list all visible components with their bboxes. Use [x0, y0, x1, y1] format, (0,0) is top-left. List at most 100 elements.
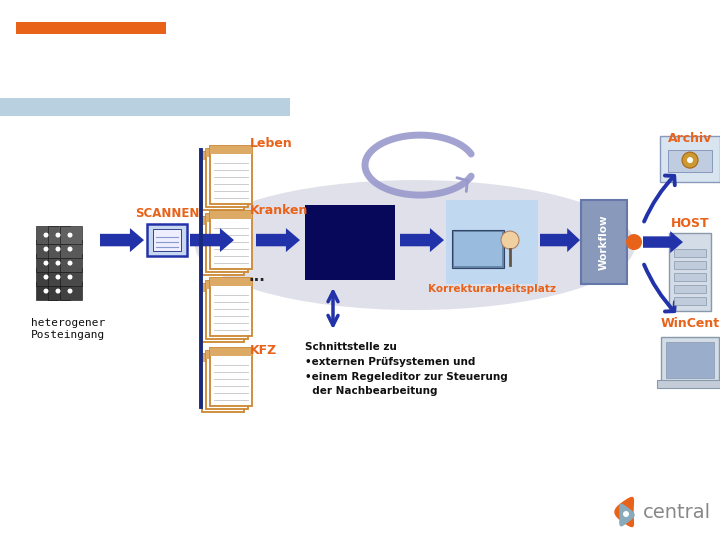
- Circle shape: [55, 288, 60, 294]
- Bar: [206, 214, 248, 222]
- Text: ...: ...: [248, 269, 265, 284]
- Circle shape: [68, 274, 73, 280]
- Bar: [206, 281, 248, 289]
- Circle shape: [43, 261, 48, 266]
- Bar: [210, 146, 252, 154]
- Circle shape: [68, 247, 73, 252]
- FancyBboxPatch shape: [36, 282, 58, 300]
- Bar: [206, 149, 248, 207]
- Circle shape: [43, 274, 48, 280]
- Circle shape: [682, 152, 698, 168]
- Bar: [202, 354, 244, 412]
- Text: WinCent: WinCent: [660, 317, 719, 330]
- FancyBboxPatch shape: [147, 224, 187, 256]
- Polygon shape: [643, 231, 683, 253]
- Circle shape: [43, 288, 48, 294]
- Text: heterogener
Posteingang: heterogener Posteingang: [31, 318, 105, 340]
- Bar: [210, 146, 252, 204]
- Text: SCANNEN: SCANNEN: [135, 207, 199, 220]
- Bar: [206, 351, 248, 359]
- Text: Kranken: Kranken: [250, 204, 308, 217]
- Bar: [206, 281, 248, 339]
- Text: Archiv: Archiv: [668, 132, 712, 145]
- Circle shape: [68, 288, 73, 294]
- Bar: [202, 217, 244, 225]
- FancyBboxPatch shape: [657, 380, 720, 388]
- FancyBboxPatch shape: [48, 282, 70, 300]
- Bar: [210, 278, 252, 336]
- FancyBboxPatch shape: [36, 240, 58, 258]
- Text: Erster Baustein für die Automatisierung:: Erster Baustein für die Automatisierung:: [18, 54, 400, 72]
- FancyBboxPatch shape: [48, 226, 70, 244]
- Bar: [674, 285, 706, 293]
- Polygon shape: [615, 497, 634, 526]
- FancyBboxPatch shape: [446, 200, 538, 284]
- Bar: [0, 0, 720, 16]
- FancyBboxPatch shape: [48, 240, 70, 258]
- Bar: [206, 214, 248, 272]
- FancyBboxPatch shape: [581, 200, 627, 284]
- Ellipse shape: [195, 180, 635, 310]
- Bar: [210, 211, 252, 219]
- FancyBboxPatch shape: [48, 254, 70, 272]
- Bar: [305, 205, 395, 280]
- Circle shape: [43, 247, 48, 252]
- Bar: [666, 342, 714, 378]
- Polygon shape: [540, 228, 580, 252]
- Bar: [454, 232, 502, 266]
- Polygon shape: [256, 228, 300, 252]
- Bar: [202, 152, 244, 160]
- Text: central: central: [643, 503, 711, 522]
- Bar: [210, 211, 252, 269]
- FancyBboxPatch shape: [36, 254, 58, 272]
- Bar: [674, 273, 706, 281]
- Circle shape: [43, 233, 48, 238]
- Circle shape: [623, 511, 629, 517]
- Polygon shape: [100, 228, 144, 252]
- Text: HOST: HOST: [671, 217, 709, 230]
- Bar: [674, 249, 706, 257]
- Text: Workflow: Workflow: [599, 214, 609, 270]
- FancyBboxPatch shape: [48, 268, 70, 286]
- Bar: [202, 284, 244, 342]
- Bar: [153, 229, 181, 251]
- Text: Korrekturarbeitsplatz: Korrekturarbeitsplatz: [428, 284, 556, 294]
- Bar: [668, 150, 712, 172]
- Circle shape: [501, 231, 519, 249]
- Bar: [202, 284, 244, 292]
- FancyBboxPatch shape: [60, 254, 82, 272]
- FancyBboxPatch shape: [60, 240, 82, 258]
- Circle shape: [55, 274, 60, 280]
- Polygon shape: [620, 504, 634, 526]
- Circle shape: [55, 233, 60, 238]
- FancyBboxPatch shape: [660, 136, 720, 182]
- Bar: [0, 98, 290, 116]
- Bar: [210, 348, 252, 356]
- FancyBboxPatch shape: [669, 233, 711, 311]
- FancyBboxPatch shape: [661, 337, 719, 383]
- Bar: [16, 22, 166, 34]
- Polygon shape: [190, 228, 234, 252]
- Polygon shape: [400, 228, 444, 252]
- FancyBboxPatch shape: [60, 282, 82, 300]
- Circle shape: [687, 157, 693, 163]
- Bar: [206, 351, 248, 409]
- Bar: [210, 278, 252, 286]
- Bar: [674, 297, 706, 305]
- FancyBboxPatch shape: [36, 268, 58, 286]
- Bar: [452, 230, 504, 268]
- FancyBboxPatch shape: [60, 268, 82, 286]
- Circle shape: [68, 233, 73, 238]
- Circle shape: [55, 247, 60, 252]
- Bar: [202, 152, 244, 210]
- Bar: [206, 149, 248, 157]
- Circle shape: [626, 234, 642, 250]
- Text: Leben: Leben: [250, 137, 293, 150]
- Text: Schnittstelle zu
•externen Prüfsystemen und
•einem Regeleditor zur Steuerung
  d: Schnittstelle zu •externen Prüfsystemen …: [305, 342, 508, 396]
- Bar: [674, 261, 706, 269]
- Bar: [210, 348, 252, 406]
- Text: KFZ: KFZ: [250, 344, 277, 357]
- Bar: [202, 217, 244, 275]
- Circle shape: [55, 261, 60, 266]
- FancyBboxPatch shape: [60, 226, 82, 244]
